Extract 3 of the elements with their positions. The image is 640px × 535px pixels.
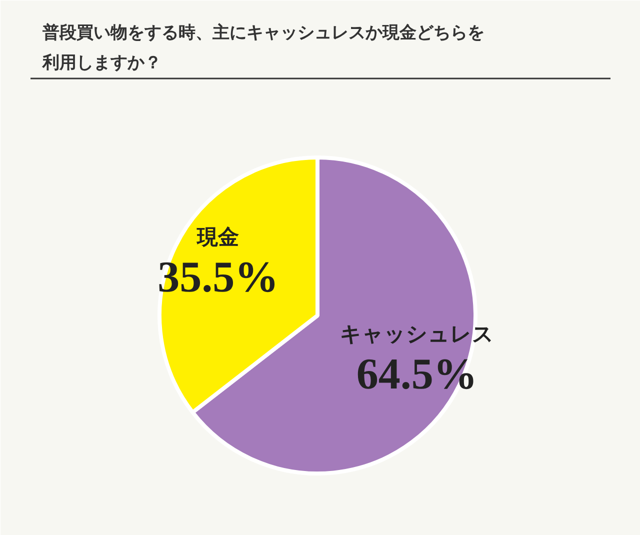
slice-label: 現金	[196, 224, 240, 249]
slice-label: キャッシュレス	[340, 322, 494, 346]
chart-title: 普段買い物をする時、主にキャッシュレスか現金どちらを利用しますか？	[42, 22, 484, 72]
